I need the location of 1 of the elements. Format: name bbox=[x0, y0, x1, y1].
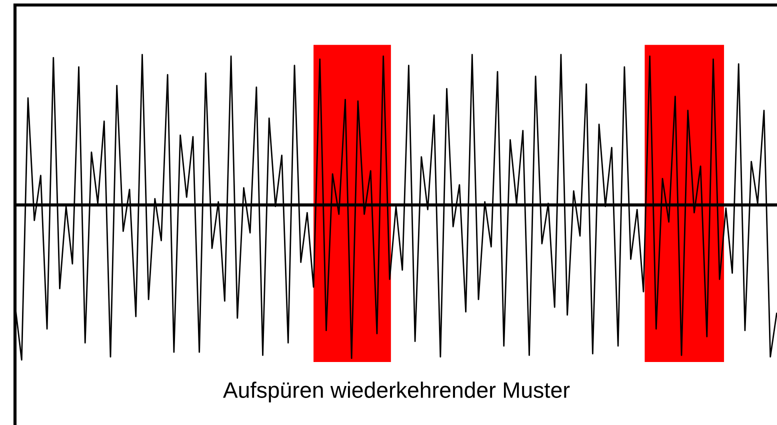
text: Aufspüren wiederkehrender Muster bbox=[223, 382, 570, 402]
